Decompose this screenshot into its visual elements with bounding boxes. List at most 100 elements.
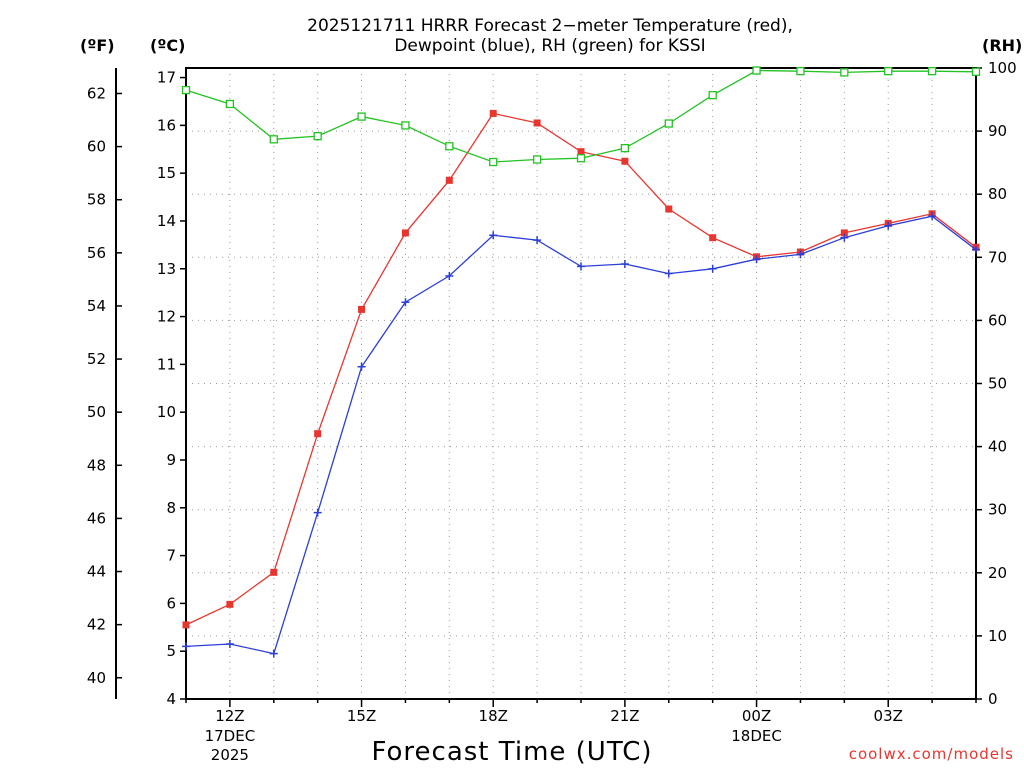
rh-tick-label: 80 [988,185,1007,203]
dewpoint-point [489,231,498,240]
fahrenheit-tick-label: 44 [87,563,106,581]
dewpoint-point [313,508,322,517]
rh-tick-label: 90 [988,122,1007,140]
celsius-tick-label: 4 [166,690,176,708]
rh-tick-label: 40 [988,438,1007,456]
celsius-tick-label: 15 [157,164,176,182]
temperature-point [314,430,322,438]
rh-tick-label: 100 [988,59,1017,77]
time-tick-label: 21Z [610,707,639,725]
temperature-point [840,229,848,237]
celsius-tick-label: 12 [157,308,176,326]
temperature-point [226,600,234,608]
fahrenheit-tick-label: 54 [87,297,106,315]
fahrenheit-axis: 40 42 44 46 48 50 52 54 56 58 60 62 [87,68,122,699]
dewpoint-point [357,362,366,371]
rh-axis-label: (RH) [982,36,1023,55]
dewpoint-point [182,642,190,651]
rh-point [840,68,849,77]
rh-point [181,85,191,95]
rh-point [532,155,542,164]
fahrenheit-tick-label: 56 [87,244,106,262]
rh-axis: 0 10 20 30 40 50 60 70 80 90 100 [976,59,1017,708]
dewpoint-point [620,259,629,268]
time-tick-sublabel: 2025 [211,746,249,764]
dewpoint-point [577,262,585,271]
rh-tick-label: 30 [988,501,1007,519]
dewpoint-point [533,236,542,245]
celsius-tick-label: 13 [157,260,176,278]
rh-point [489,157,498,167]
dewpoint-point [796,250,805,259]
rh-tick-label: 0 [988,690,998,708]
series-layer [181,66,981,658]
celsius-tick-label: 10 [157,403,176,421]
time-tick-sublabel: 17DEC [205,727,256,745]
celsius-axis-label: (ºC) [150,36,186,55]
time-tick-sublabel: 18DEC [731,727,782,745]
temperature-point [182,621,190,629]
dewpoint-point [708,264,717,273]
celsius-tick-label: 16 [157,116,176,134]
time-tick-label: 18Z [479,707,508,725]
celsius-tick-label: 8 [166,499,176,517]
x-axis-title: Forecast Time (UTC) [371,737,652,767]
time-tick-label: 12Z [215,707,244,725]
dewpoint-point [928,212,937,221]
rh-point [664,119,673,128]
rh-point [796,67,805,76]
fahrenheit-tick-label: 60 [87,138,106,156]
chart-title-line1: 2025121711 HRRR Forecast 2−meter Tempera… [307,16,793,36]
celsius-tick-label: 9 [166,451,176,469]
rh-tick-label: 20 [988,564,1007,582]
rh-point [927,67,937,76]
rh-point [620,143,630,153]
dewpoint-point [225,640,234,649]
rh-point [576,154,586,163]
dewpoint-point [269,649,278,658]
chart-title-line2: Dewpoint (blue), RH (green) for KSSI [394,36,706,56]
celsius-tick-label: 6 [166,594,176,612]
plot-frame [185,67,977,700]
fahrenheit-tick-label: 62 [87,84,106,102]
dewpoint-point [664,269,673,278]
rh-tick-label: 70 [988,248,1007,266]
temperature-point [577,148,585,156]
rh-point [225,99,235,109]
dewpoint-point [445,271,454,280]
credit-text: coolwx.com/models [848,745,1014,763]
rh-point [357,112,366,121]
rh-point [445,142,454,151]
dewpoint-point [401,298,410,307]
rh-point [269,135,278,144]
time-tick-label: 03Z [874,707,903,725]
celsius-tick-label: 11 [157,355,176,373]
celsius-tick-label: 17 [157,69,176,87]
dewpoint-point [840,233,849,242]
fahrenheit-tick-label: 46 [87,509,106,527]
temperature-point [270,568,278,576]
fahrenheit-tick-label: 52 [87,350,106,368]
temperature-point [401,229,409,237]
rh-point [401,121,410,130]
temperature-point [709,234,717,242]
fahrenheit-tick-label: 42 [87,616,106,634]
fahrenheit-tick-label: 48 [87,456,106,474]
temperature-point [445,176,453,184]
celsius-tick-label: 7 [166,547,176,565]
rh-point [708,90,717,100]
rh-point [884,67,893,76]
temperature-point [533,119,541,127]
rh-point [752,66,761,75]
fahrenheit-axis-label: (ºF) [80,36,115,55]
temperature-point [621,157,629,165]
celsius-tick-label: 14 [157,212,176,230]
celsius-tick-label: 5 [166,642,176,660]
fahrenheit-tick-label: 40 [87,669,106,687]
fahrenheit-tick-label: 58 [87,191,106,209]
time-tick-label: 15Z [347,707,376,725]
rh-point [971,67,981,76]
